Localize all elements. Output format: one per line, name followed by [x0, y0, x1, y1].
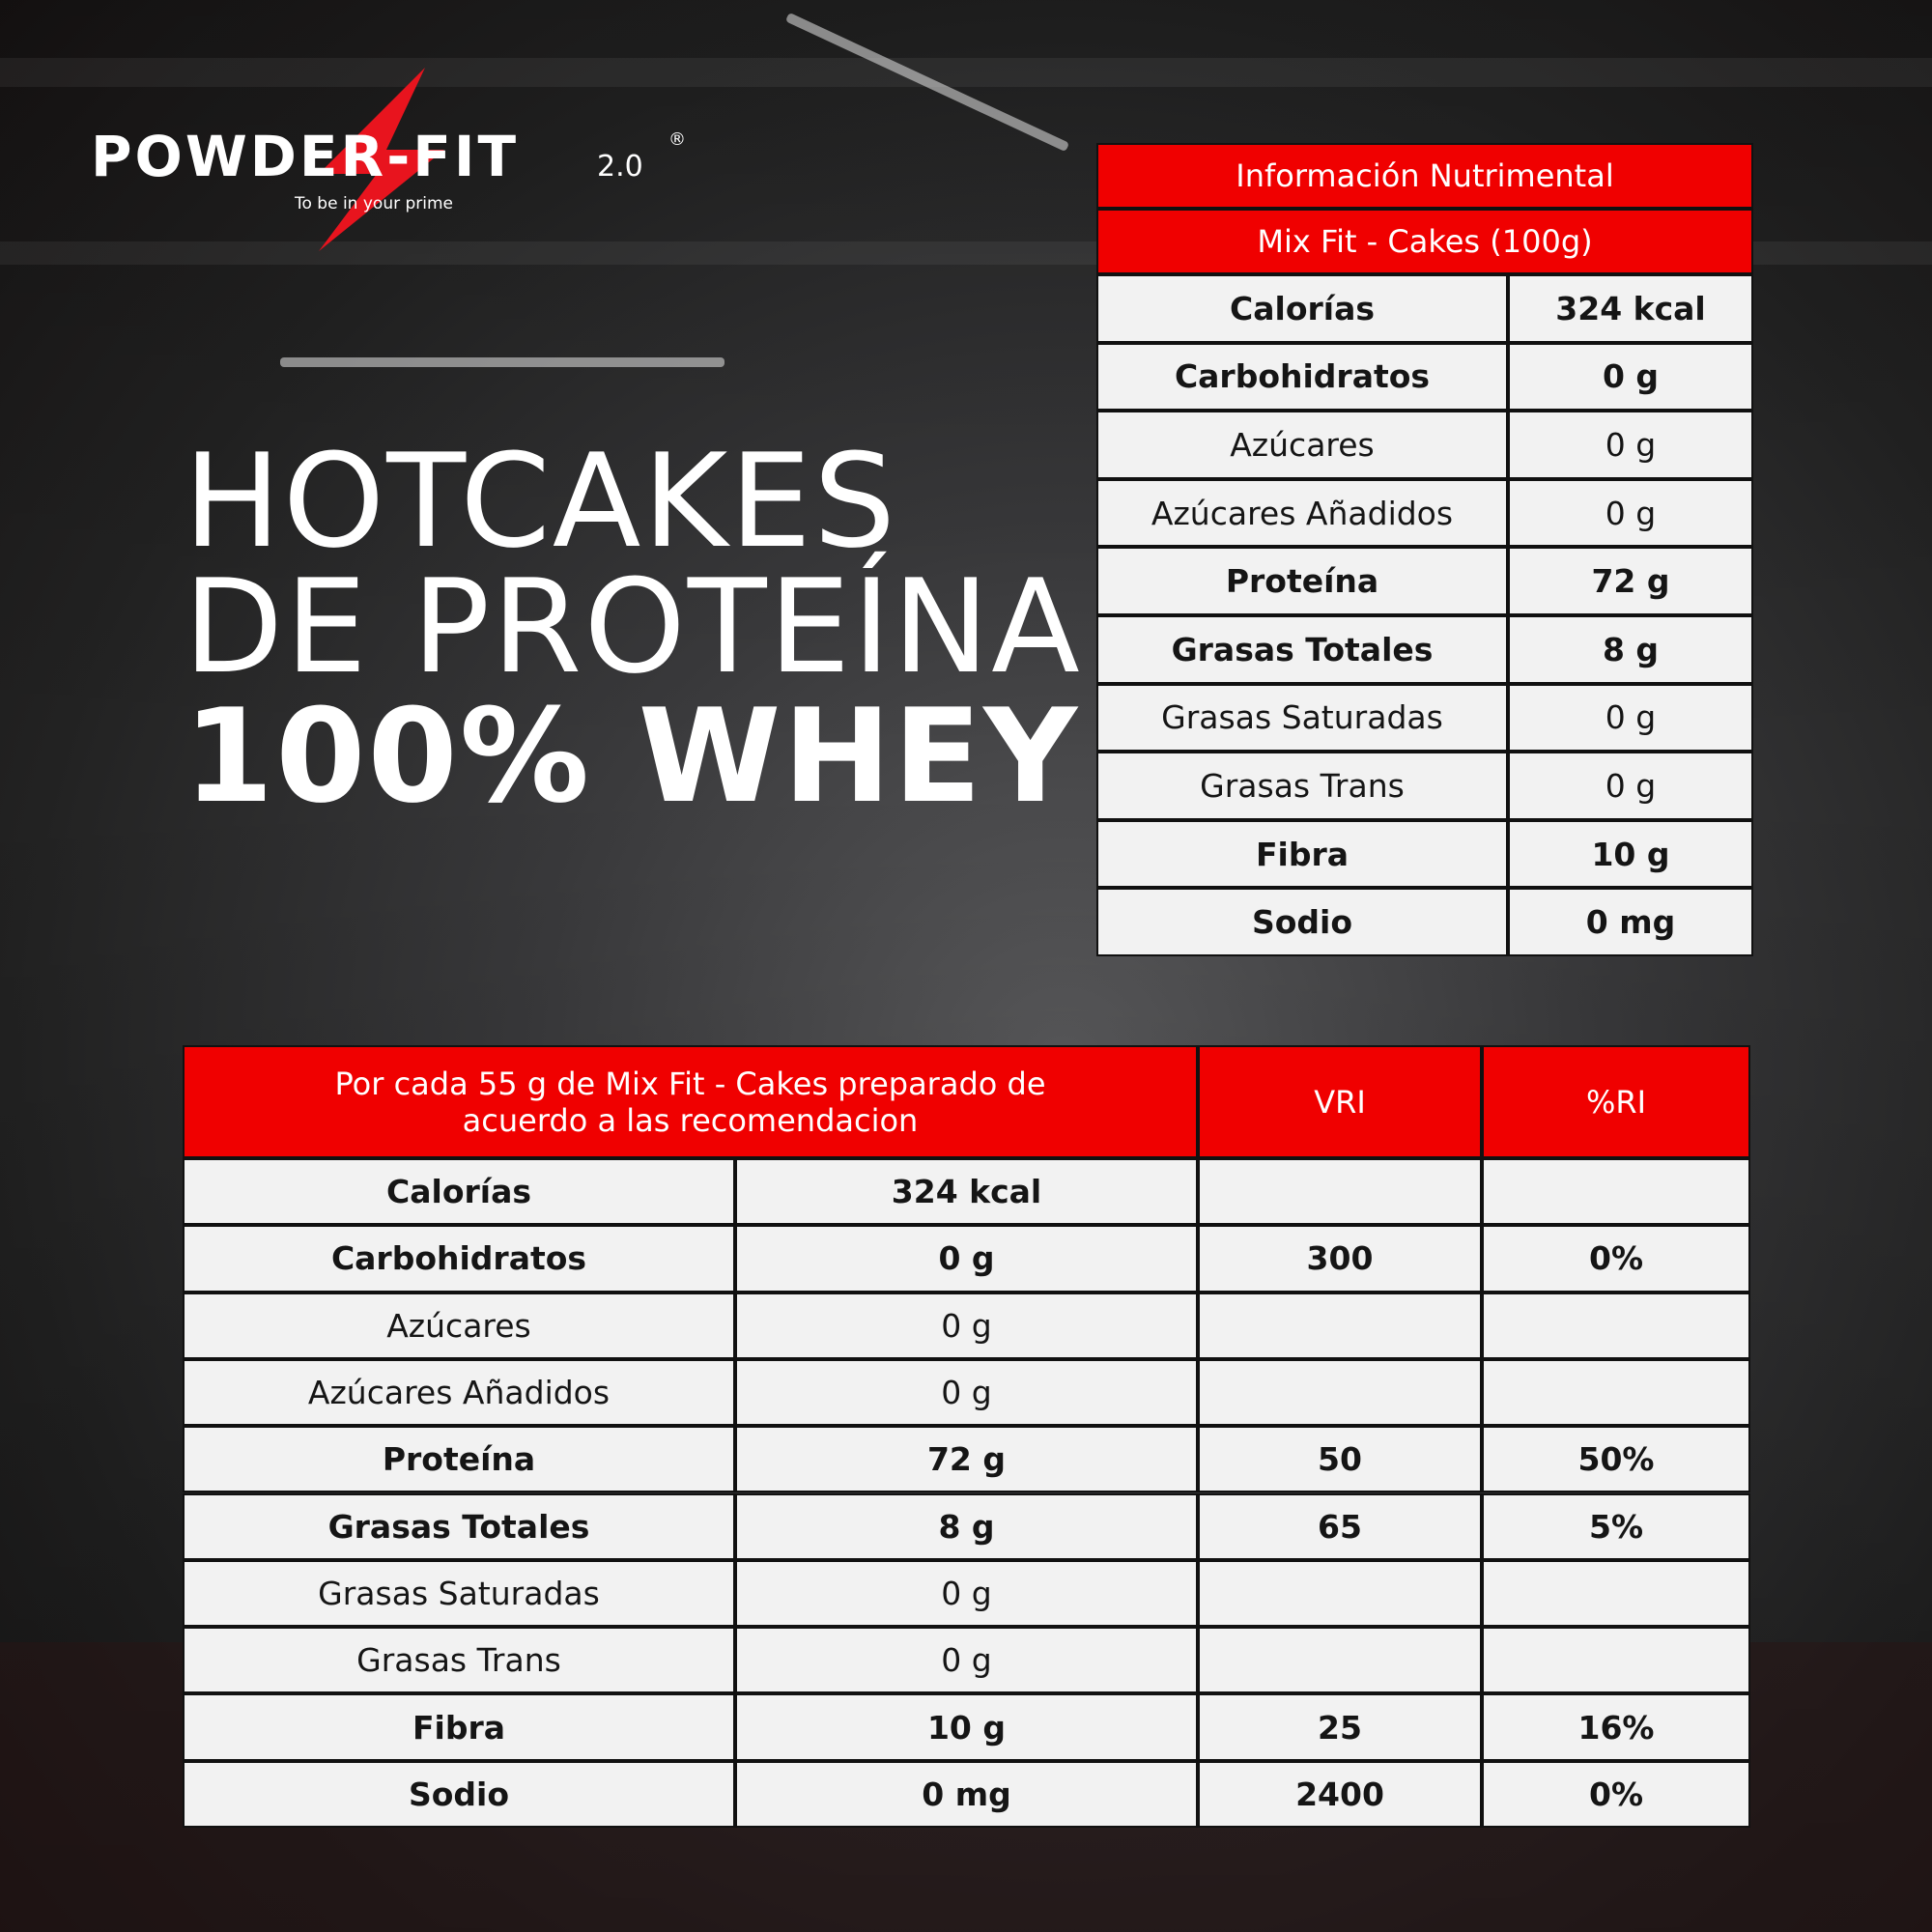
nutrient-name: Azúcares [1096, 411, 1508, 479]
logo-version: 2.0 [597, 150, 643, 184]
logo-brand: POWDER-FIT [91, 124, 519, 189]
ri-percent [1482, 1292, 1750, 1359]
nutrient-amount: 8 g [735, 1492, 1198, 1560]
vri-value: 25 [1198, 1693, 1482, 1761]
nutrient-amount: 0 mg [1508, 888, 1753, 956]
nutrient-name: Fibra [183, 1693, 735, 1761]
ri-percent: 5% [1482, 1492, 1750, 1560]
logo-registered: ® [668, 129, 686, 150]
nutrient-amount: 0 mg [735, 1760, 1198, 1828]
nutrient-amount: 0 g [735, 1358, 1198, 1427]
nutrient-name: Grasas Saturadas [1096, 683, 1508, 753]
vri-value: 2400 [1198, 1760, 1482, 1828]
nutrient-amount: 0 g [1508, 342, 1753, 412]
nutrient-name: Grasas Trans [183, 1627, 735, 1694]
table-header: %RI [1482, 1045, 1750, 1158]
nutrient-amount: 72 g [735, 1426, 1198, 1493]
headline-line: 100% WHEY [184, 681, 1080, 832]
nutrient-amount: 0 g [735, 1559, 1198, 1628]
nutrient-name: Calorías [183, 1158, 735, 1226]
logo-tagline: To be in your prime [294, 194, 453, 213]
nutrient-name: Calorías [1096, 274, 1508, 343]
nutrient-name: Proteína [1096, 547, 1508, 615]
vri-value [1198, 1358, 1482, 1427]
nutrient-amount: 10 g [1508, 819, 1753, 889]
nutrient-amount: 0 g [1508, 478, 1753, 548]
nutrient-name: Sodio [1096, 888, 1508, 956]
nutrient-name: Azúcares Añadidos [183, 1358, 735, 1427]
nutrient-name: Azúcares Añadidos [1096, 478, 1508, 548]
ri-percent [1482, 1158, 1750, 1226]
ri-percent [1482, 1559, 1750, 1628]
ri-percent [1482, 1627, 1750, 1694]
nutrient-amount: 0 g [1508, 752, 1753, 820]
nutrient-amount: 324 kcal [1508, 274, 1753, 343]
table-title: Información Nutrimental [1096, 143, 1753, 209]
nutrient-name: Grasas Trans [1096, 752, 1508, 820]
ri-percent: 16% [1482, 1693, 1750, 1761]
nutrient-name: Carbohidratos [1096, 342, 1508, 412]
nutrient-amount: 10 g [735, 1693, 1198, 1761]
logo-bolt [319, 68, 444, 251]
nutrient-amount: 0 g [735, 1627, 1198, 1694]
nutrient-name: Proteína [183, 1426, 735, 1493]
vri-value [1198, 1158, 1482, 1226]
table-header: Por cada 55 g de Mix Fit - Cakes prepara… [183, 1045, 1198, 1158]
vri-value [1198, 1559, 1482, 1628]
nutrient-amount: 0 g [735, 1225, 1198, 1293]
nutrient-amount: 0 g [1508, 683, 1753, 753]
nutrient-name: Carbohidratos [183, 1225, 735, 1293]
logo: POWDER-FIT 2.0 ® To be in your prime [91, 68, 686, 251]
nutrient-name: Sodio [183, 1760, 735, 1828]
ri-percent [1482, 1358, 1750, 1427]
nutrient-name: Fibra [1096, 819, 1508, 889]
nutrient-amount: 0 g [735, 1292, 1198, 1359]
headline-line: HOTCAKES [184, 426, 898, 577]
nutrient-name: Azúcares [183, 1292, 735, 1359]
nutrient-amount: 8 g [1508, 615, 1753, 684]
vri-value [1198, 1627, 1482, 1694]
vri-value: 50 [1198, 1426, 1482, 1493]
vri-value: 65 [1198, 1492, 1482, 1560]
ceiling-light [280, 357, 724, 367]
nutrient-name: Grasas Totales [1096, 615, 1508, 684]
vri-value [1198, 1292, 1482, 1359]
table-header: VRI [1198, 1045, 1482, 1158]
vri-value: 300 [1198, 1225, 1482, 1293]
nutrient-amount: 0 g [1508, 411, 1753, 479]
nutrient-name: Grasas Totales [183, 1492, 735, 1560]
table-subtitle: Mix Fit - Cakes (100g) [1096, 209, 1753, 274]
headline-line: DE PROTEÍNA [184, 552, 1082, 702]
ceiling-beam [0, 58, 1932, 87]
ri-percent: 0% [1482, 1225, 1750, 1293]
ri-percent: 0% [1482, 1760, 1750, 1828]
nutrient-amount: 72 g [1508, 547, 1753, 615]
ri-percent: 50% [1482, 1426, 1750, 1493]
nutrient-amount: 324 kcal [735, 1158, 1198, 1226]
nutrient-name: Grasas Saturadas [183, 1559, 735, 1628]
